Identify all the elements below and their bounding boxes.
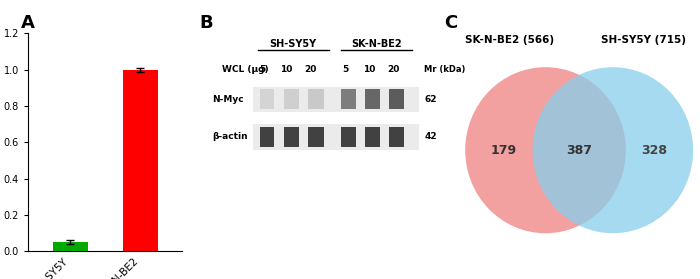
Circle shape [466,67,626,233]
Text: WCL (μg): WCL (μg) [222,65,269,74]
FancyBboxPatch shape [341,89,356,109]
Text: 179: 179 [491,144,517,157]
Text: B: B [199,14,213,32]
FancyBboxPatch shape [253,87,419,112]
Text: 62: 62 [424,95,437,104]
FancyBboxPatch shape [389,127,404,147]
Y-axis label: Relative N-Myc  mRNA expression: Relative N-Myc mRNA expression [0,66,1,219]
Text: 328: 328 [641,144,667,157]
Text: 20: 20 [387,65,400,74]
Text: β-actin: β-actin [212,133,248,141]
Text: SH-SY5Y: SH-SY5Y [270,39,317,49]
Text: C: C [444,14,458,32]
Text: 10: 10 [363,65,376,74]
Text: SK-N-BE2: SK-N-BE2 [351,39,402,49]
FancyBboxPatch shape [341,127,356,147]
Text: 5: 5 [342,65,349,74]
FancyBboxPatch shape [307,89,324,109]
Text: 387: 387 [566,144,592,157]
Text: SH-SY5Y (715): SH-SY5Y (715) [601,35,687,45]
Text: 10: 10 [280,65,293,74]
Circle shape [533,67,693,233]
Text: 5: 5 [259,65,265,74]
FancyBboxPatch shape [284,89,300,109]
FancyBboxPatch shape [253,124,419,150]
FancyBboxPatch shape [307,127,324,147]
Text: SK-N-BE2 (566): SK-N-BE2 (566) [465,35,554,45]
FancyBboxPatch shape [284,127,300,147]
Bar [52,242,88,251]
Text: Mr (kDa): Mr (kDa) [424,65,466,74]
FancyBboxPatch shape [365,89,380,109]
FancyBboxPatch shape [260,89,274,109]
FancyBboxPatch shape [389,89,404,109]
Text: 20: 20 [304,65,316,74]
FancyBboxPatch shape [365,127,380,147]
Text: A: A [21,14,35,32]
Text: 42: 42 [424,133,437,141]
Text: N-Myc: N-Myc [212,95,244,104]
FancyBboxPatch shape [260,127,274,147]
Bar [122,70,158,251]
